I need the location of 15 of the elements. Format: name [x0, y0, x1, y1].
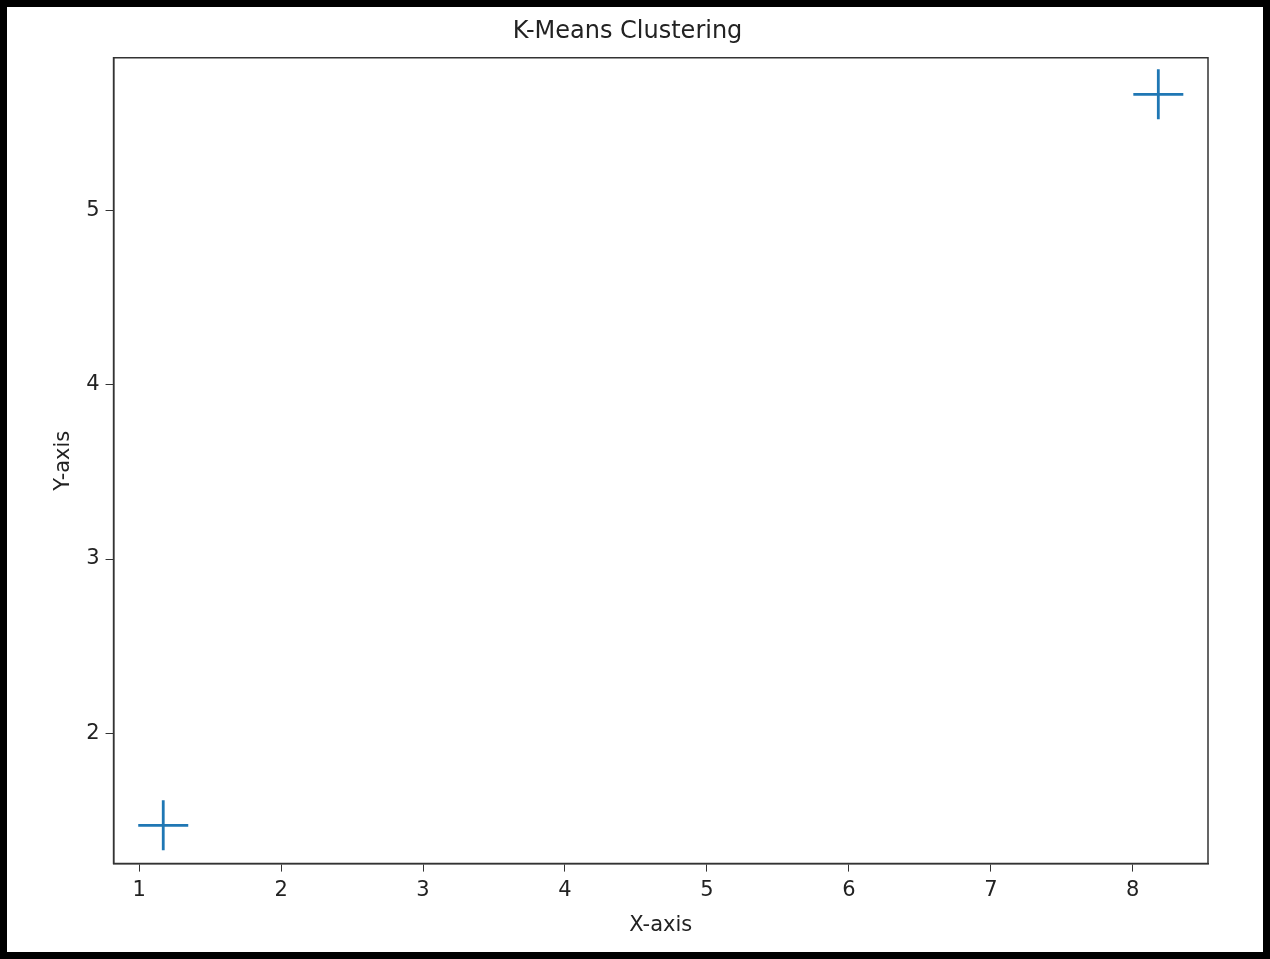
x-tick-label: 4: [558, 876, 572, 901]
y-tick-label: 3: [86, 545, 100, 570]
x-tick-label: 7: [984, 876, 998, 901]
x-tick-label: 6: [842, 876, 856, 901]
y-tick-label: 4: [86, 371, 100, 396]
x-axis-title: X-axis: [629, 911, 693, 936]
y-axis-title: Y-axis: [50, 430, 75, 492]
x-tick-label: 1: [132, 876, 146, 901]
x-tick-label: 8: [1126, 876, 1140, 901]
x-tick-label: 3: [416, 876, 430, 901]
x-tick-label: 5: [700, 876, 714, 901]
y-tick-label: 2: [86, 719, 100, 744]
chart-title: K-Means Clustering: [512, 15, 743, 44]
y-tick-label: 5: [86, 197, 100, 222]
x-tick-label: 2: [274, 876, 288, 901]
